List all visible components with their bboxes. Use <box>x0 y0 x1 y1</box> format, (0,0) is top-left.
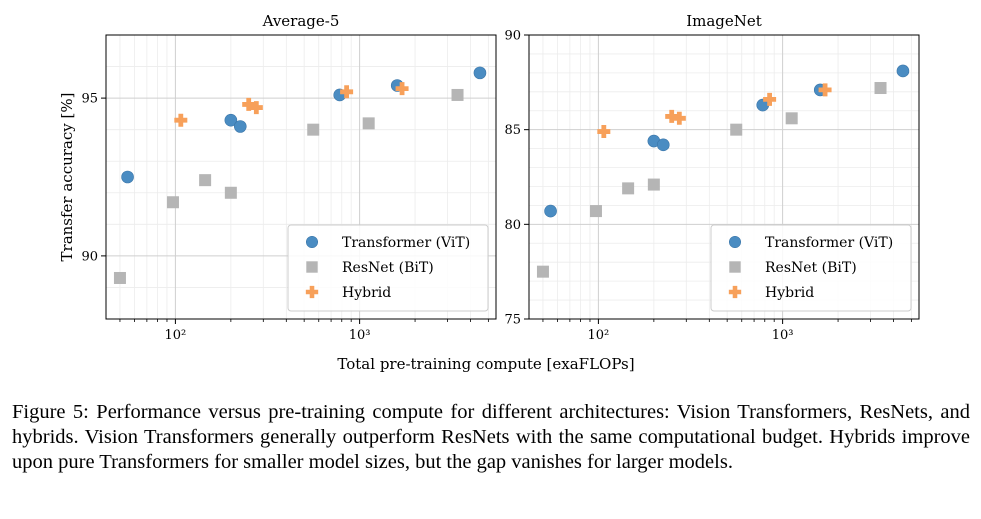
vit-point <box>896 64 910 78</box>
hybrid-point <box>174 113 188 127</box>
hybrid-point <box>249 101 263 115</box>
hybrid-point <box>672 111 686 125</box>
resnet-point <box>166 196 179 209</box>
legend-vit-marker <box>305 236 318 249</box>
legend-hybrid-label: Hybrid <box>765 285 814 301</box>
hybrid-point <box>763 92 777 106</box>
plot-frame <box>105 34 497 320</box>
legend-vit-label: Transformer (ViT) <box>765 235 893 251</box>
vit-point <box>656 138 670 152</box>
y-tick-label: 95 <box>81 92 98 107</box>
legend-hybrid-marker <box>728 285 742 299</box>
y-tick-label: 85 <box>504 123 521 138</box>
hybrid-point <box>818 83 832 97</box>
x-axis-label: Total pre-training compute [exaFLOPs] <box>337 355 634 373</box>
legend-hybrid-marker <box>305 285 319 299</box>
imagenet-panel: 10² 10³ 75 80 85 90 ImageNet Transformer (ViT) R… <box>504 12 920 343</box>
legend-resnet-label: ResNet (BiT) <box>342 260 434 276</box>
resnet-point <box>224 186 237 199</box>
panel-title: Average-5 <box>262 12 340 30</box>
resnet-point <box>536 265 549 278</box>
hybrid-point <box>340 85 354 99</box>
resnet-point <box>362 117 375 130</box>
vit-point <box>544 204 557 218</box>
resnet-point <box>199 174 212 187</box>
hybrid-point <box>665 109 679 123</box>
legend: Transformer (ViT) ResNet (BiT) Hybrid <box>710 224 912 312</box>
hybrid-point <box>597 125 611 139</box>
vit-point <box>121 170 134 184</box>
figure-caption: Figure 5: Performance versus pre-trainin… <box>12 401 970 473</box>
vit-point <box>473 66 487 80</box>
figure: 10² 10³ 90 95 Average-5 Transfer accuracy [%]… <box>58 12 920 373</box>
y-tick-label: 90 <box>504 29 521 44</box>
vit-point <box>224 113 238 127</box>
y-axis-label: Transfer accuracy [%] <box>58 93 76 262</box>
x-tick-label: 10³ <box>772 328 794 343</box>
resnet-point <box>451 88 464 101</box>
resnet-point <box>785 112 798 125</box>
legend-resnet-label: ResNet (BiT) <box>765 260 857 276</box>
resnet-point <box>647 178 660 191</box>
x-tick-label: 10² <box>165 328 187 343</box>
legend-vit-marker <box>728 236 741 249</box>
legend-box <box>287 224 489 312</box>
resnet-point <box>307 123 320 136</box>
plot-frame <box>528 34 920 320</box>
resnet-point <box>113 271 126 284</box>
x-tick-label: 10³ <box>349 328 371 343</box>
legend-vit-label: Transformer (ViT) <box>342 235 470 251</box>
hybrid-point <box>395 82 409 96</box>
resnet-point <box>874 82 887 95</box>
y-tick-label: 90 <box>81 249 98 264</box>
vit-point <box>233 120 247 133</box>
legend-resnet-marker <box>729 261 741 273</box>
y-tick-label: 80 <box>504 218 521 233</box>
legend-box <box>710 224 912 312</box>
resnet-point <box>730 123 743 136</box>
y-tick-label: 75 <box>504 313 521 328</box>
legend: Transformer (ViT) ResNet (BiT) Hybrid <box>287 224 489 312</box>
x-tick-label: 10² <box>588 328 610 343</box>
panel-title: ImageNet <box>686 12 762 30</box>
average5-panel: 10² 10³ 90 95 Average-5 Transfer accuracy [%]… <box>58 12 497 343</box>
legend-hybrid-label: Hybrid <box>342 285 391 301</box>
resnet-point <box>622 182 635 195</box>
hybrid-point <box>242 97 256 111</box>
legend-resnet-marker <box>306 261 318 273</box>
resnet-point <box>589 205 602 218</box>
